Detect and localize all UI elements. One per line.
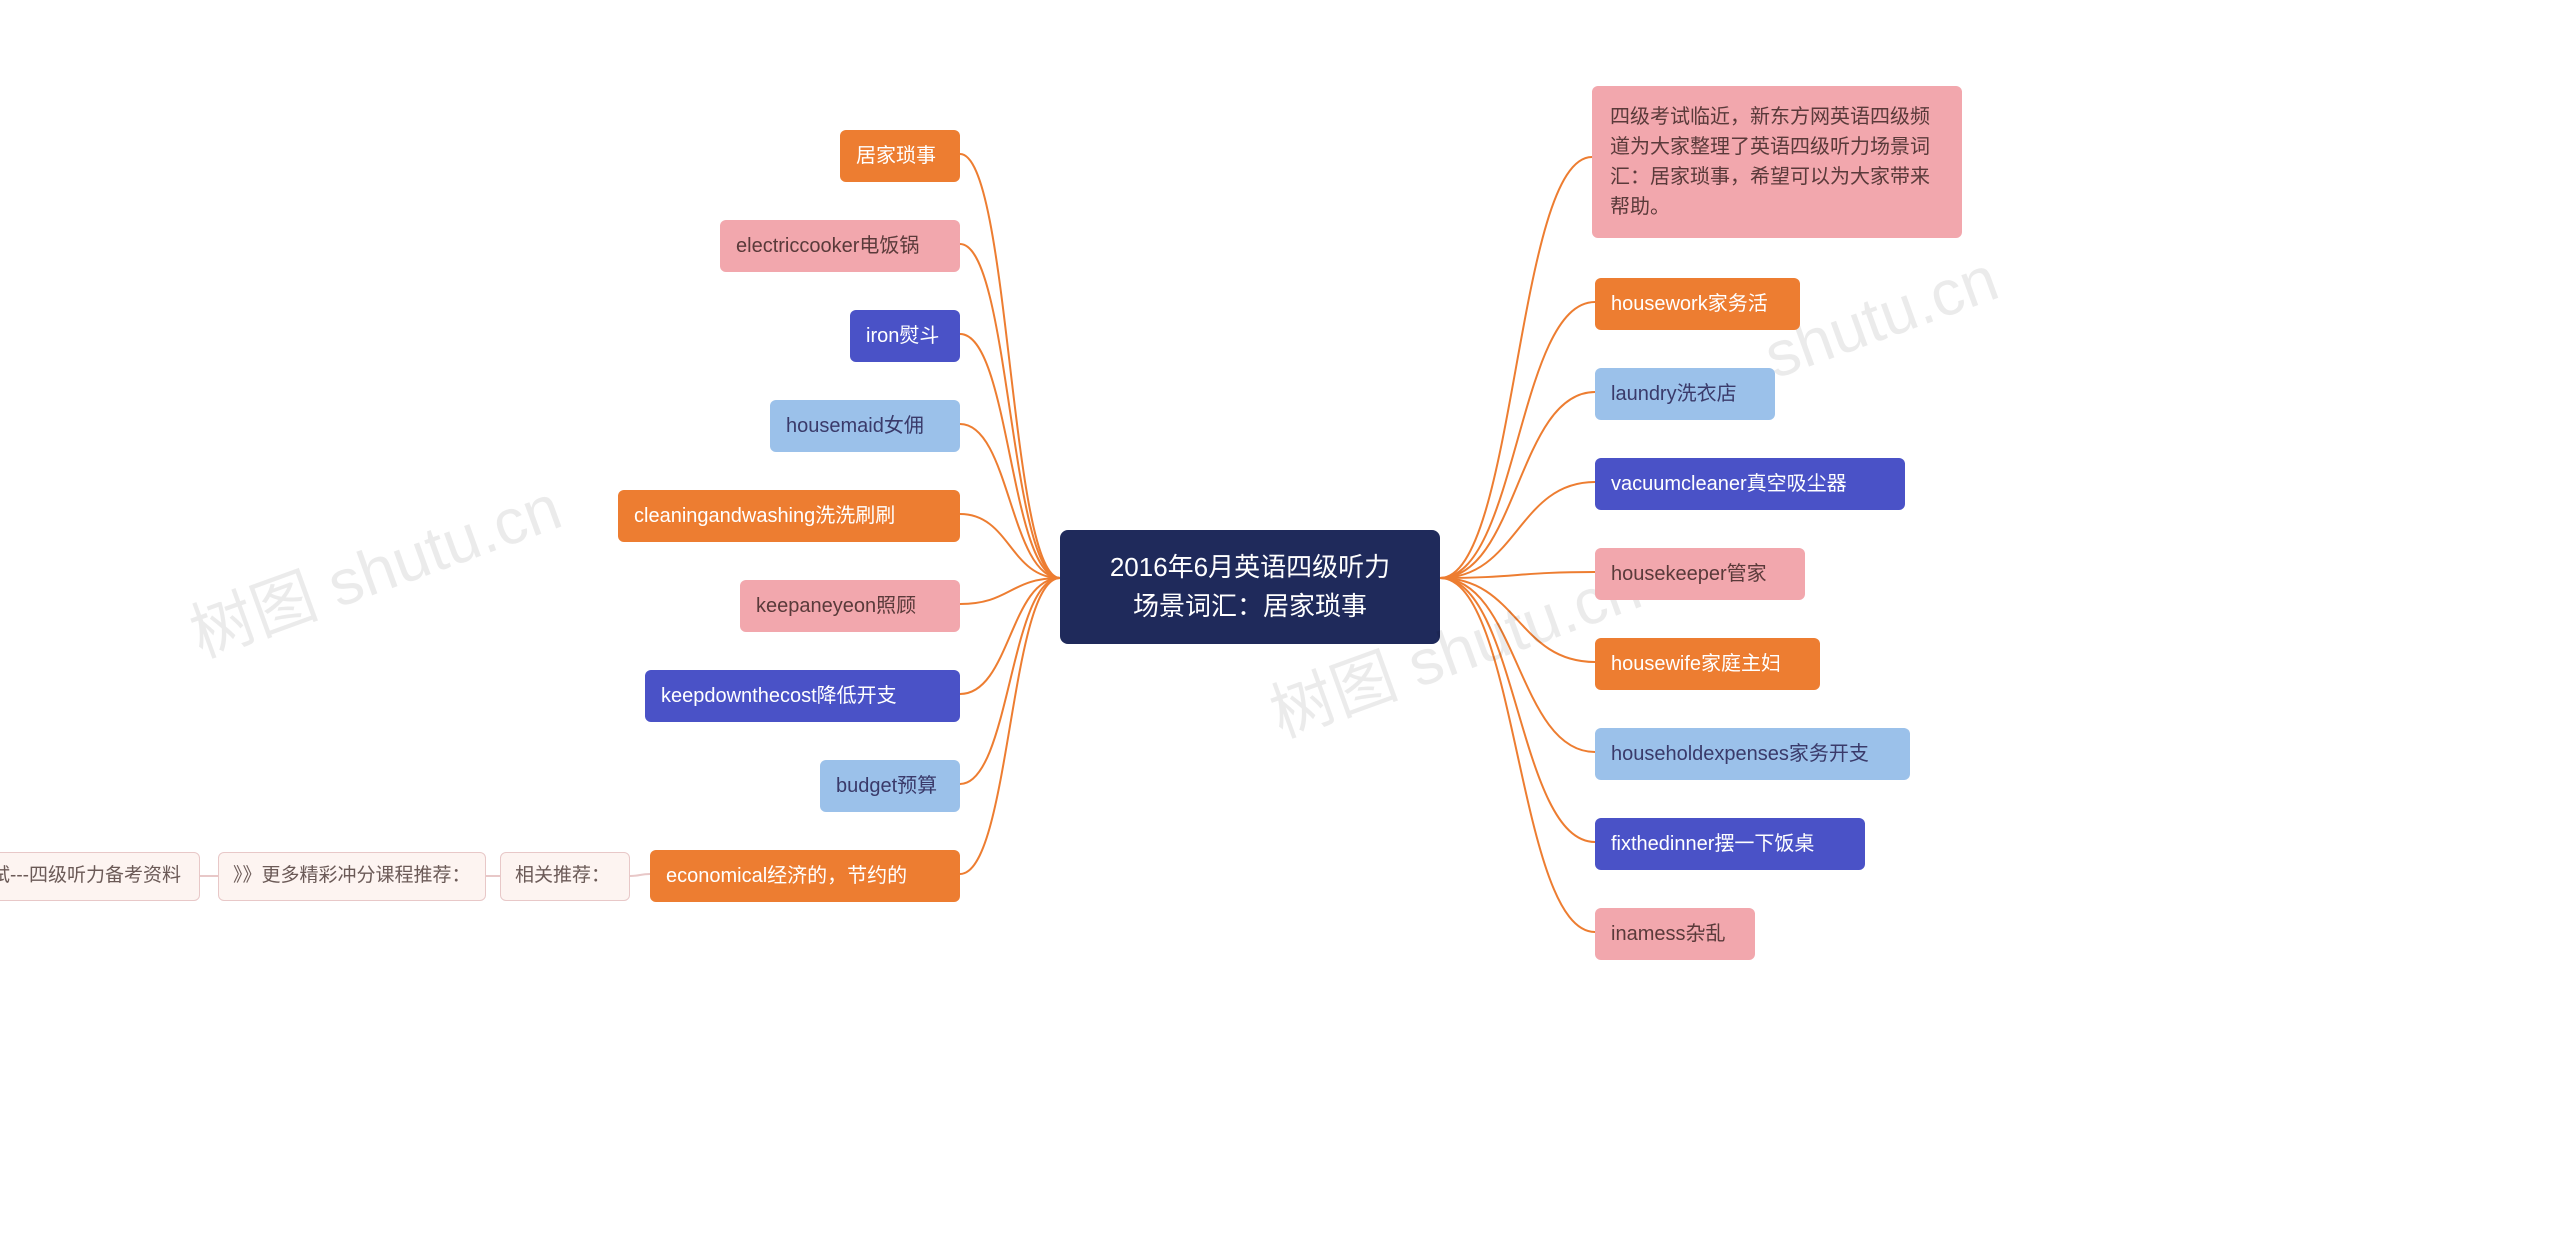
- left-branch-node: budget预算: [820, 760, 960, 812]
- right-branch-node: inamess杂乱: [1595, 908, 1755, 960]
- left-branch-node: iron熨斗: [850, 310, 960, 362]
- left-branch-node: 居家琐事: [840, 130, 960, 182]
- root-line1: 2016年6月英语四级听力: [1088, 548, 1412, 587]
- left-branch-node: housemaid女佣: [770, 400, 960, 452]
- right-branch-node: vacuumcleaner真空吸尘器: [1595, 458, 1905, 510]
- right-branch-node: 四级考试临近，新东方网英语四级频道为大家整理了英语四级听力场景词汇：居家琐事，希…: [1592, 86, 1962, 238]
- sub-node: 》》更多精彩冲分课程推荐：: [218, 852, 486, 901]
- left-branch-node: economical经济的，节约的: [650, 850, 960, 902]
- left-branch-node: keepdownthecost降低开支: [645, 670, 960, 722]
- mindmap-canvas: 2016年6月英语四级听力 场景词汇：居家琐事 树图 shutu.cn 树图 s…: [0, 0, 2560, 1250]
- left-branch-node: cleaningandwashing洗洗刷刷: [618, 490, 960, 542]
- root-node: 2016年6月英语四级听力 场景词汇：居家琐事: [1060, 530, 1440, 644]
- sub-node: 相关推荐：: [500, 852, 630, 901]
- sub-node: 大学英语四、六级考试---四级听力备考资料: [0, 852, 200, 901]
- right-branch-node: housework家务活: [1595, 278, 1800, 330]
- root-line2: 场景词汇：居家琐事: [1088, 587, 1412, 626]
- right-branch-node: laundry洗衣店: [1595, 368, 1775, 420]
- left-branch-node: electriccooker电饭锅: [720, 220, 960, 272]
- watermark-1: 树图 shutu.cn: [176, 456, 572, 675]
- right-branch-node: fixthedinner摆一下饭桌: [1595, 818, 1865, 870]
- right-branch-node: householdexpenses家务开支: [1595, 728, 1910, 780]
- right-branch-node: housekeeper管家: [1595, 548, 1805, 600]
- left-branch-node: keepaneyeon照顾: [740, 580, 960, 632]
- right-branch-node: housewife家庭主妇: [1595, 638, 1820, 690]
